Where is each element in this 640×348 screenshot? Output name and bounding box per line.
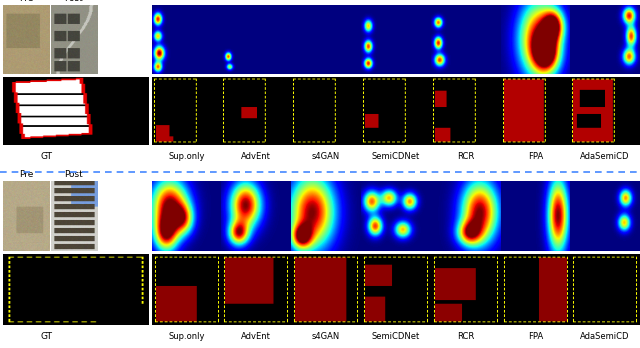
Text: Post: Post: [64, 0, 83, 3]
Text: Post: Post: [64, 170, 83, 179]
Text: RCR: RCR: [457, 152, 474, 161]
Text: AdaSemiCD: AdaSemiCD: [580, 152, 630, 161]
Text: s4GAN: s4GAN: [312, 152, 340, 161]
Text: s4GAN: s4GAN: [312, 332, 340, 341]
Text: AdvEnt: AdvEnt: [241, 332, 271, 341]
Text: FPA: FPA: [527, 332, 543, 341]
Text: AdvEnt: AdvEnt: [241, 152, 271, 161]
Text: Sup.only: Sup.only: [168, 152, 205, 161]
Text: AdaSemiCD: AdaSemiCD: [580, 332, 630, 341]
Text: RCR: RCR: [457, 332, 474, 341]
Text: FPA: FPA: [527, 152, 543, 161]
Text: Pre: Pre: [19, 0, 33, 3]
Text: GT: GT: [41, 152, 53, 161]
Text: SemiCDNet: SemiCDNet: [372, 152, 420, 161]
Text: GT: GT: [41, 332, 53, 341]
Text: SemiCDNet: SemiCDNet: [372, 332, 420, 341]
Text: Sup.only: Sup.only: [168, 332, 205, 341]
Text: Pre: Pre: [19, 170, 33, 179]
